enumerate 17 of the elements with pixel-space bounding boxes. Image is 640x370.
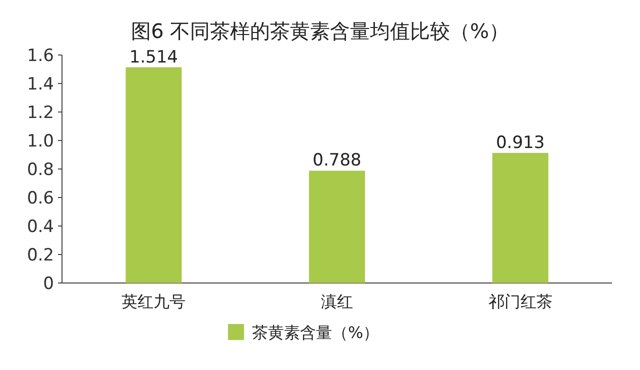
y-tick-label: 0.6	[26, 188, 54, 208]
y-tick-label: 0	[43, 274, 54, 294]
data-label: 0.913	[496, 132, 545, 153]
y-tick-label: 0.8	[26, 160, 54, 180]
chart-title: 图6 不同茶样的茶黄素含量均值比较（%）	[130, 19, 510, 43]
legend-label: 茶黄素含量（%）	[252, 323, 380, 342]
x-tick-label: 英红九号	[122, 292, 186, 311]
y-tick-label: 0.2	[26, 246, 54, 266]
y-tick-label: 0.4	[26, 217, 54, 237]
x-tick-label: 祁门红茶	[488, 292, 552, 311]
y-tick-label: 1.2	[26, 103, 54, 123]
x-tick-label: 滇红	[321, 292, 353, 311]
data-label: 0.788	[312, 150, 362, 171]
y-tick-label: 1.0	[26, 132, 54, 152]
data-label: 1.514	[129, 47, 178, 68]
y-tick-label: 1.6	[26, 46, 54, 66]
y-tick-label: 1.4	[26, 74, 54, 94]
